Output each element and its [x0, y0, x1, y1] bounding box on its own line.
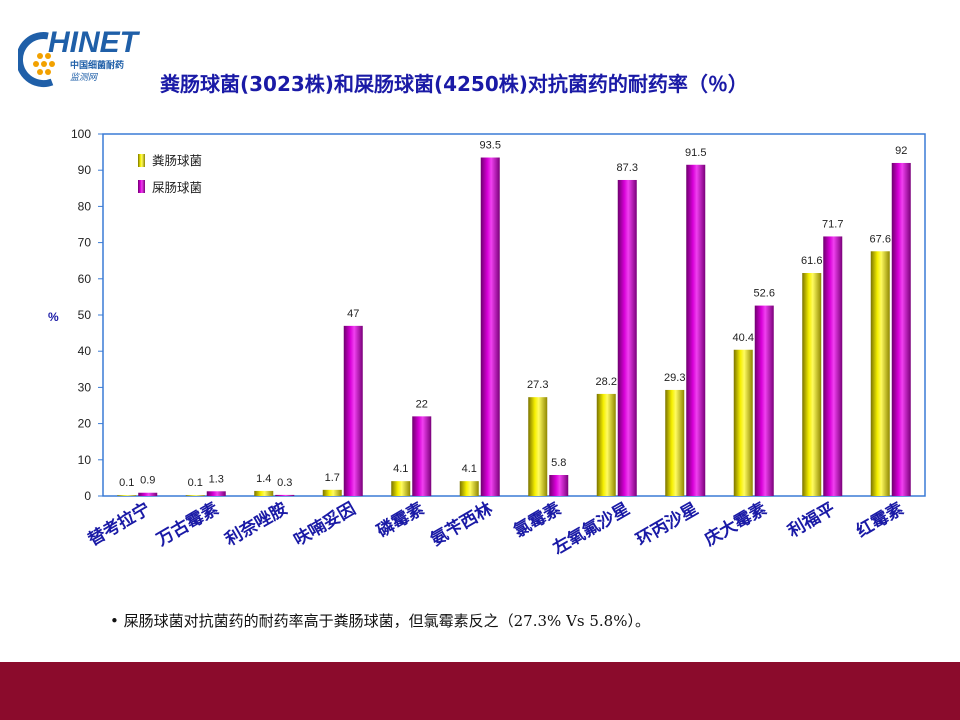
footer-bar	[0, 662, 960, 720]
data-label: 0.9	[140, 475, 155, 487]
data-label: 87.3	[617, 162, 638, 174]
data-label: 47	[347, 308, 359, 320]
x-tick-label: 环丙沙星	[633, 499, 702, 550]
data-label: 4.1	[462, 463, 477, 475]
x-tick-label: 庆大霉素	[701, 498, 770, 550]
legend-label-fecalis: 粪肠球菌	[152, 153, 202, 168]
data-label: 0.1	[188, 477, 203, 489]
hinet-logo: HINET 中国细菌耐药 监测网	[18, 26, 158, 90]
bar-chart: 0 10 20 30 40 50 60 70 80 90 100 % 0.1 0.9 替考拉宁 0.1 1.…	[48, 127, 926, 559]
data-label: 71.7	[822, 218, 843, 230]
bar-fecalis	[870, 251, 890, 496]
bar-fecalis	[185, 495, 205, 496]
bar-faecium	[891, 162, 911, 496]
bar-faecium	[686, 164, 706, 496]
data-label: 1.3	[209, 473, 224, 485]
y-tick-label: 20	[78, 417, 92, 431]
bar-fecalis	[254, 490, 274, 496]
x-tick-label: 氨苄西林	[427, 498, 496, 550]
y-tick-label: 60	[78, 272, 92, 286]
x-tick-label: 红霉素	[853, 498, 908, 542]
logo-globe-icon	[18, 32, 55, 88]
bar-faecium	[343, 325, 363, 496]
bar-fecalis	[117, 495, 137, 496]
data-label: 22	[416, 398, 428, 410]
x-tick-label: 呋喃妥因	[290, 498, 359, 550]
data-label: 93.5	[480, 140, 501, 152]
bar-faecium	[617, 179, 637, 496]
data-label: 29.3	[664, 372, 685, 384]
logo-subtitle: 中国细菌耐药	[70, 61, 125, 71]
y-tick-label: 0	[84, 489, 91, 503]
bar-fecalis	[322, 489, 342, 496]
bar-fecalis	[459, 481, 479, 496]
bar-fecalis	[596, 393, 616, 496]
bar-faecium	[754, 305, 774, 496]
x-tick-label: 万古霉素	[152, 498, 222, 551]
y-tick-label: 30	[78, 380, 92, 394]
data-label: 1.7	[325, 472, 340, 484]
plot-area-frame	[102, 133, 926, 497]
data-label: 92	[895, 145, 907, 157]
slide-title: 粪肠球菌(3023株)和屎肠球菌(4250株)对抗菌药的耐药率（％）	[160, 72, 748, 96]
data-label: 0.3	[277, 477, 292, 489]
x-tick-label: 左氧氟沙星	[549, 498, 633, 559]
bar-faecium	[138, 492, 158, 496]
bar-faecium	[412, 416, 432, 496]
y-tick-label: 50	[78, 308, 92, 322]
legend-label-faecium: 屎肠球菌	[152, 180, 202, 195]
y-tick-label: 80	[78, 199, 92, 213]
legend-swatch-fecalis	[138, 154, 145, 167]
y-tick-label: 10	[78, 453, 92, 467]
bar-fecalis	[733, 349, 753, 496]
y-tick-label: 40	[78, 344, 92, 358]
y-tick-label: 70	[78, 236, 92, 250]
y-axis-label: %	[48, 310, 59, 324]
footnote-text: 屎肠球菌对抗菌药的耐药率高于粪肠球菌，但氯霉素反之（27.3% Vs 5.8%）…	[123, 612, 650, 630]
data-label: 67.6	[870, 233, 891, 245]
legend-swatch-faecium	[138, 180, 145, 193]
bar-fecalis	[802, 273, 822, 496]
data-label: 52.6	[754, 288, 775, 300]
chart-legend: 粪肠球菌 屎肠球菌	[138, 153, 202, 195]
data-label: 91.5	[685, 147, 706, 159]
data-label: 27.3	[527, 379, 548, 391]
data-label: 40.4	[733, 332, 754, 344]
logo-wordmark: HINET	[48, 26, 138, 59]
bar-fecalis	[528, 397, 548, 496]
x-tick-label: 氯霉素	[510, 498, 565, 542]
x-tick-label: 替考拉宁	[84, 498, 153, 550]
bar-faecium	[275, 494, 295, 496]
bar-fecalis	[391, 481, 411, 496]
bar-fecalis	[665, 389, 685, 496]
data-label: 0.1	[119, 477, 134, 489]
bar-faecium	[549, 475, 569, 496]
y-tick-label: 90	[78, 163, 92, 177]
bar-faecium	[206, 491, 226, 496]
data-label: 1.4	[256, 473, 271, 485]
x-tick-label: 磷霉素	[373, 498, 428, 542]
data-label: 61.6	[801, 255, 822, 267]
x-tick-label: 利福平	[784, 498, 839, 542]
y-tick-label: 100	[71, 127, 91, 141]
footnote: • 屎肠球菌对抗菌药的耐药率高于粪肠球菌，但氯霉素反之（27.3% Vs 5.8…	[110, 610, 650, 631]
data-label: 5.8	[551, 457, 566, 469]
logo-subtitle-2: 监测网	[70, 73, 98, 83]
data-label: 4.1	[393, 463, 408, 475]
data-label: 28.2	[596, 376, 617, 388]
bar-faecium	[823, 236, 843, 497]
bar-faecium	[480, 157, 500, 496]
footnote-bullet: •	[110, 612, 119, 630]
x-tick-label: 利奈唑胺	[221, 498, 290, 550]
